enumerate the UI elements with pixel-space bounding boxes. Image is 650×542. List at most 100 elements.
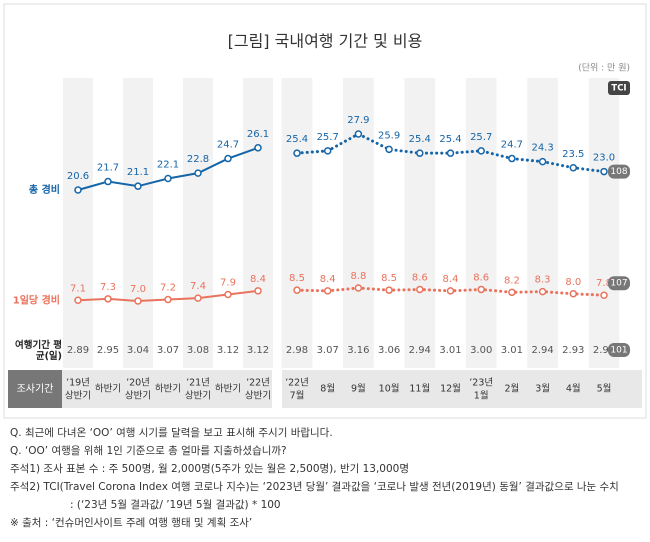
data-label: 24.7: [501, 140, 523, 151]
x-tick-label: 7월: [290, 390, 305, 402]
data-label: 2.96: [593, 345, 615, 356]
marker: [446, 149, 455, 157]
data-label: 23.5: [562, 149, 584, 160]
category-row: [62, 370, 272, 408]
marker: [446, 287, 455, 295]
data-label: 7.8: [596, 278, 612, 289]
data-label: 25.4: [286, 134, 308, 145]
period-box: [8, 370, 62, 408]
marker: [104, 177, 112, 186]
data-label: 24.3: [531, 143, 553, 154]
marker: [477, 147, 485, 155]
notes: Q. 최근에 다녀온 ‘OO’ 여행 시기를 달력을 보고 표시해 주시기 바랍…: [10, 424, 646, 532]
data-label: 22.8: [187, 154, 209, 165]
data-label: 2.89: [67, 345, 89, 356]
duration-label: 여행기간 평균(일): [14, 340, 62, 362]
series-name: 1일당 경비: [13, 293, 60, 306]
column-stripe: [588, 78, 620, 368]
data-label: 3.08: [187, 345, 209, 356]
column-stripe: [404, 78, 436, 368]
data-label: 21.1: [127, 167, 149, 178]
marker: [293, 286, 301, 294]
marker: [194, 169, 202, 177]
column-stripe: [527, 78, 558, 368]
marker: [569, 290, 578, 298]
x-tick-label: 12월: [440, 383, 461, 395]
marker: [354, 130, 363, 138]
marker: [104, 295, 112, 303]
chart: [그림] 국내여행 기간 및 비용 (단위 : 만 원) 조사기간 총 경비 1일…: [3, 3, 647, 419]
data-label: 8.0: [565, 277, 581, 288]
tci-badge: [608, 81, 630, 95]
data-label: 8.4: [250, 274, 266, 285]
data-label: 7.3: [100, 282, 116, 293]
column-stripe: [243, 78, 273, 368]
data-label: 3.07: [317, 345, 339, 356]
marker: [323, 147, 332, 155]
x-tick-label: 9월: [351, 383, 366, 395]
x-tick-label: 5월: [597, 383, 612, 395]
x-tick-label: 4월: [566, 383, 581, 395]
note: 주석2) TCI(Travel Corona Index 여행 코로나 지수)는…: [10, 481, 619, 493]
x-tick-label: 하반기: [215, 383, 241, 395]
data-label: 26.1: [247, 129, 269, 140]
data-label: 8.6: [412, 272, 428, 283]
column-stripe: [281, 78, 313, 368]
marker: [224, 154, 232, 163]
column-stripe: [465, 78, 497, 368]
data-label: 3.16: [347, 345, 369, 356]
note: : (‘23년 5월 결과값/ ’19년 5월 결과값) * 100: [70, 499, 281, 511]
x-tick-label: 하반기: [155, 383, 181, 395]
x-tick-label: 1월: [474, 390, 489, 402]
x-tick-label: 2월: [505, 383, 520, 395]
data-label: 2.98: [286, 345, 308, 356]
column-stripe: [63, 78, 93, 368]
marker: [416, 149, 424, 157]
marker: [600, 291, 608, 299]
data-label: 2.94: [409, 345, 431, 356]
data-label: 3.07: [157, 345, 179, 356]
x-tick-label: 하반기: [95, 383, 121, 395]
marker: [569, 164, 578, 172]
data-label: 7.2: [160, 283, 176, 294]
data-label: 8.5: [381, 273, 397, 284]
marker: [323, 287, 332, 295]
data-label: 25.4: [439, 134, 461, 145]
marker: [600, 167, 608, 176]
x-tick-label: 상반기: [125, 391, 151, 402]
data-label: 3.04: [127, 345, 149, 356]
x-tick-label: ’23년: [469, 378, 493, 389]
data-label: 25.4: [409, 134, 431, 145]
chart-title: [그림] 국내여행 기간 및 비용: [228, 32, 423, 51]
data-label: 3.00: [470, 345, 492, 356]
tci-value-bg: [608, 276, 630, 291]
data-label: 8.5: [289, 273, 305, 284]
marker: [416, 285, 424, 294]
marker: [354, 284, 363, 292]
data-label: 8.6: [473, 272, 489, 283]
tci-value-bg: [608, 164, 630, 179]
column-stripe: [343, 78, 374, 368]
data-label: 2.95: [97, 345, 119, 356]
data-label: 23.0: [593, 153, 615, 164]
data-label: 22.1: [157, 159, 179, 170]
data-label: 7.1: [70, 283, 86, 294]
x-tick-label: 상반기: [65, 391, 91, 402]
data-label: 3.01: [439, 345, 461, 356]
x-tick-label: ’19년: [66, 378, 90, 389]
column-stripe: [183, 78, 213, 368]
data-label: 27.9: [347, 115, 369, 126]
tci-label: TCI: [611, 84, 626, 94]
data-label: 7.0: [130, 284, 146, 295]
marker: [164, 295, 172, 304]
x-tick-label: 3월: [535, 383, 550, 395]
data-label: 20.6: [67, 171, 89, 182]
marker: [385, 286, 393, 294]
marker: [224, 290, 232, 299]
marker: [74, 186, 82, 194]
data-label: 25.7: [317, 132, 339, 143]
data-label: 24.7: [217, 140, 239, 151]
marker: [477, 285, 485, 294]
marker: [194, 294, 202, 302]
